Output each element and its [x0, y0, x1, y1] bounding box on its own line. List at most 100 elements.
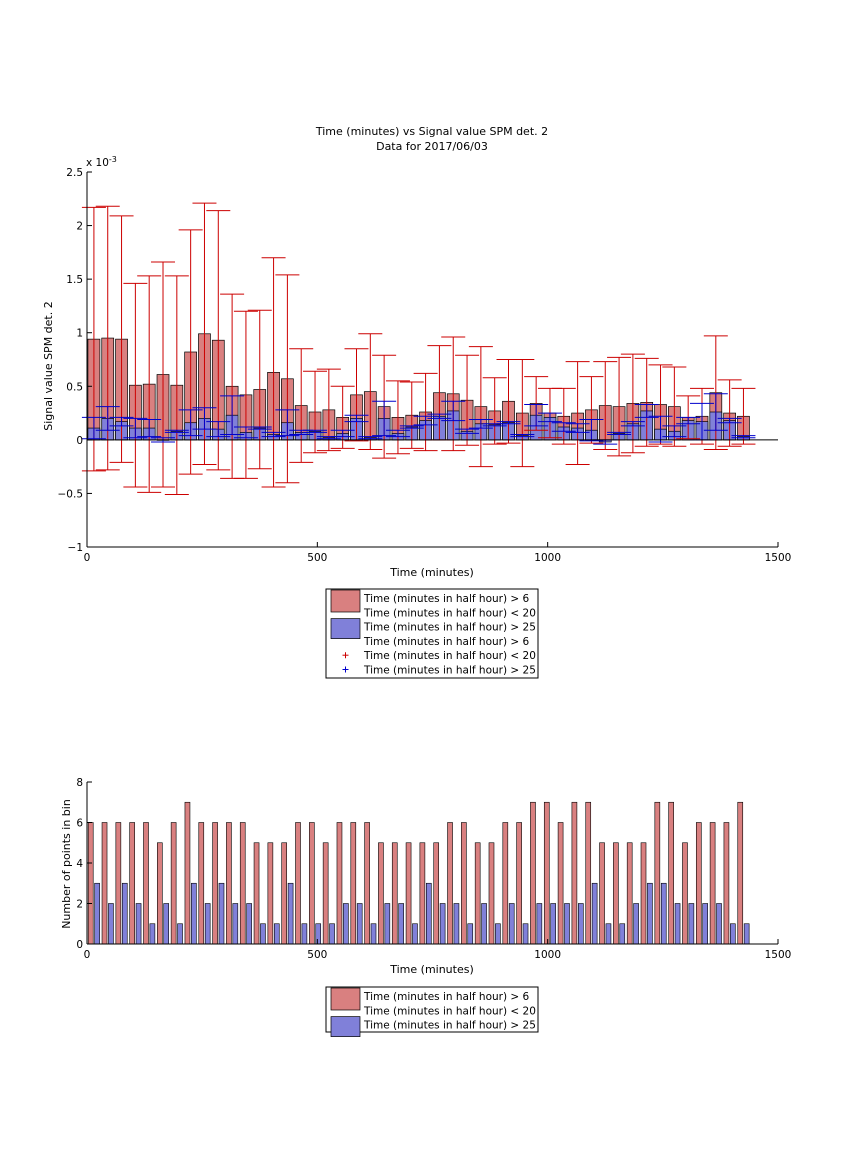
legend-entry: Time (minutes in half hour) > 6: [363, 636, 530, 648]
red-errorbar: [151, 261, 176, 488]
red-errorbar: [247, 309, 272, 470]
legend-entry: Time (minutes in half hour) > 25: [342, 665, 536, 677]
legend-swatch: [330, 1016, 361, 1037]
blue-bar: [716, 903, 722, 945]
x-axis-label: Time (minutes): [389, 566, 474, 579]
count-axes: 0 500 1000 1500 0 2 4 6 8: [76, 777, 791, 961]
blue-errorbar: [372, 400, 397, 437]
blue-bar: [301, 923, 308, 945]
blue-errorbar: [634, 404, 659, 418]
blue-errorbar: [303, 429, 328, 433]
blue-bar: [149, 923, 156, 945]
blue-bar: [591, 882, 598, 945]
x-tick-label: 500: [307, 949, 327, 961]
y-tick-label: 0.5: [66, 381, 83, 393]
red-errorbar: [137, 275, 162, 493]
red-bar: [502, 822, 509, 945]
red-errorbar: [275, 274, 300, 484]
legend-label: Time (minutes in half hour) > 25: [363, 1020, 536, 1032]
blue-bar: [743, 923, 750, 945]
red-bar: [336, 822, 343, 945]
red-bar: [516, 822, 522, 945]
blue-bar: [508, 903, 515, 945]
blue-bar: [495, 923, 501, 945]
blue-errorbar: [468, 419, 493, 429]
y-exponent-label: x 10-3: [86, 155, 117, 169]
legend-entry: Time (minutes in half hour) > 25: [330, 1016, 536, 1037]
legend-label: Time (minutes in half hour) > 6: [363, 636, 530, 648]
count-chart: 0 500 1000 1500 0 2 4 6 8 Time (minutes) Number …: [60, 777, 791, 1037]
blue-bar: [398, 903, 404, 945]
blue-bar: [356, 903, 363, 945]
red-bar: [157, 842, 163, 945]
blue-bar: [439, 903, 446, 945]
blue-errorbar: [95, 406, 120, 431]
red-errorbar: [289, 348, 314, 463]
legend-entry: Time (minutes in half hour) > 25: [330, 618, 536, 639]
count-bars: [87, 801, 750, 945]
legend-label: Time (minutes in half hour) < 20: [363, 607, 536, 619]
blue-bar: [218, 882, 225, 945]
blue-errorbar: [261, 431, 286, 438]
red-bar: [640, 842, 647, 945]
blue-errorbar: [192, 407, 217, 430]
y-exponent-base: x 10: [86, 157, 109, 169]
red-bar: [378, 842, 384, 945]
blue-errorbar: [579, 419, 604, 442]
red-bar: [87, 822, 94, 945]
red-bar: [682, 842, 688, 945]
signal-legend: Time (minutes in half hour) > 6 Time (min…: [325, 588, 539, 679]
blue-errorbar: [676, 416, 701, 425]
red-bar: [322, 842, 329, 945]
red-bar: [115, 822, 122, 945]
blue-errorbar: [385, 429, 410, 438]
blue-bar: [329, 923, 335, 945]
blue-errorbar: [344, 414, 369, 423]
red-bar: [295, 822, 301, 945]
red-bar: [309, 822, 315, 945]
legend-entry: Time (minutes in half hour) < 20: [363, 1005, 536, 1017]
legend-label: Time (minutes in half hour) > 6: [363, 991, 530, 1003]
legend-swatch: [330, 589, 361, 613]
legend-box: [325, 986, 539, 1033]
legend-label: Time (minutes in half hour) > 6: [363, 593, 530, 605]
red-bar: [447, 822, 453, 945]
blue-bar: [121, 882, 128, 945]
red-bar: [267, 842, 274, 945]
red-bar: [668, 801, 674, 945]
red-errorbar: [344, 348, 369, 442]
legend-entry: Time (minutes in half hour) < 20: [363, 607, 536, 619]
legend-entry: Time (minutes in half hour) < 20: [342, 650, 536, 662]
y-tick-label: −1: [68, 542, 83, 554]
blue-errorbar: [510, 434, 535, 438]
red-bar: [543, 801, 550, 945]
red-bar: [129, 822, 135, 945]
legend-label: Time (minutes in half hour) > 25: [363, 665, 536, 677]
blue-bar: [730, 923, 736, 945]
y-tick-label: 1.5: [66, 274, 83, 286]
blue-bar: [315, 923, 322, 945]
blue-bar: [135, 903, 142, 945]
red-bar: [530, 801, 536, 945]
red-bar: [474, 842, 481, 945]
red-errorbar: [634, 357, 659, 447]
y-tick-label: 0: [76, 939, 83, 951]
blue-bar: [522, 923, 529, 945]
blue-bar: [467, 923, 474, 945]
blue-bar: [384, 903, 391, 945]
y-tick-label: 0: [76, 435, 83, 447]
blue-bar: [177, 923, 183, 945]
red-errorbar: [468, 346, 493, 468]
red-bar: [184, 801, 191, 945]
blue-errorbar: [648, 415, 673, 443]
blue-errorbar: [330, 429, 355, 438]
red-errorbar: [413, 372, 438, 452]
legend-label: Time (minutes in half hour) < 20: [363, 1005, 536, 1017]
red-bar: [695, 822, 702, 945]
blue-errorbar: [413, 415, 438, 426]
blue-bar: [453, 903, 460, 945]
y-tick-label: −0.5: [58, 488, 84, 500]
red-errorbar: [233, 310, 258, 479]
red-bar: [350, 822, 357, 945]
